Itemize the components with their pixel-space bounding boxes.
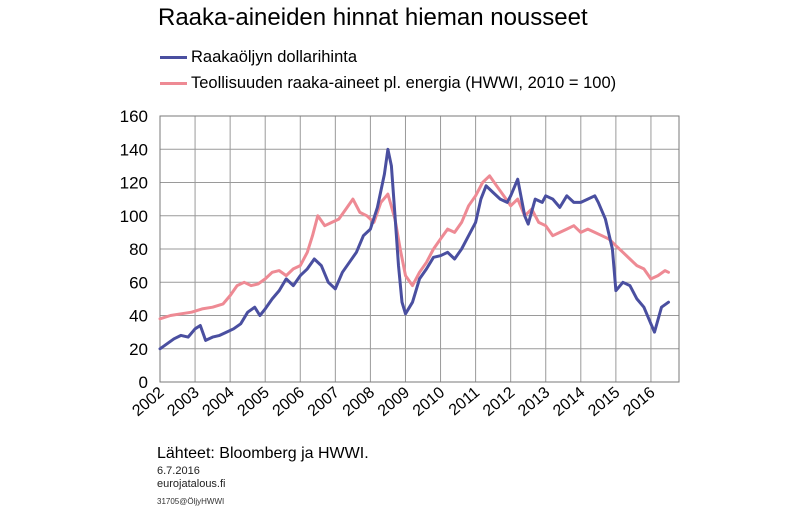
legend-item-hwwi: Teollisuuden raaka-aineet pl. energia (H… — [160, 72, 616, 94]
legend-label-oil: Raakaöljyn dollarihinta — [191, 47, 358, 66]
plot-area — [159, 115, 680, 383]
legend-item-oil: Raakaöljyn dollarihinta — [160, 46, 357, 68]
site-text: eurojatalous.fi — [157, 478, 226, 490]
x-tick-label: 2012 — [480, 384, 518, 420]
x-tick-label: 2015 — [585, 384, 623, 420]
y-tick-label: 140 — [120, 140, 148, 159]
x-tick-label: 2006 — [270, 384, 308, 420]
y-tick-label: 120 — [120, 174, 148, 193]
x-tick-label: 2013 — [515, 384, 553, 420]
chart-title: Raaka-aineiden hinnat hieman nousseet — [158, 4, 588, 31]
x-tick-label: 2007 — [305, 384, 343, 420]
x-tick-label: 2008 — [340, 384, 378, 420]
y-tick-label: 20 — [129, 340, 148, 359]
y-tick-label: 160 — [120, 107, 148, 126]
x-tick-label: 2010 — [410, 384, 448, 420]
source-text: Lähteet: Bloomberg ja HWWI. — [157, 445, 369, 462]
x-tick-label: 2005 — [235, 384, 273, 420]
legend-swatch-oil — [160, 55, 187, 59]
date-text: 6.7.2016 — [157, 465, 200, 477]
y-tick-label: 100 — [120, 207, 148, 226]
chart-code-text: 31705@ÖljyHWWI — [157, 497, 225, 506]
x-tick-label: 2014 — [550, 384, 588, 420]
y-tick-label: 60 — [129, 273, 148, 292]
legend-label-hwwi: Teollisuuden raaka-aineet pl. energia (H… — [191, 73, 617, 92]
y-tick-label: 40 — [129, 307, 148, 326]
legend-swatch-hwwi — [160, 81, 187, 85]
x-tick-label: 2009 — [375, 384, 413, 420]
x-tick-label: 2011 — [446, 384, 483, 419]
y-tick-label: 0 — [139, 373, 148, 392]
x-tick-label: 2016 — [620, 384, 658, 420]
series-line-oil — [158, 147, 670, 351]
x-tick-label: 2003 — [164, 384, 202, 420]
x-tick-label: 2004 — [200, 384, 238, 420]
x-tick-label: 2002 — [129, 384, 167, 420]
series-line-hwwi — [158, 174, 670, 321]
y-tick-label: 80 — [129, 240, 148, 259]
